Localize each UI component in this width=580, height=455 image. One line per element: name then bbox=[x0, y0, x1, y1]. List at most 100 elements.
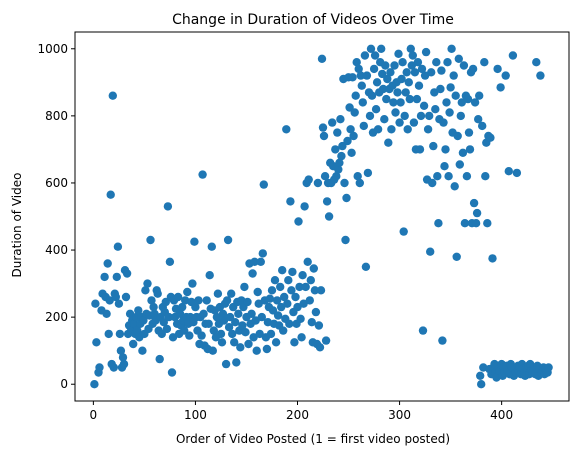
data-point bbox=[429, 141, 438, 151]
data-point bbox=[299, 299, 308, 308]
data-point bbox=[296, 314, 305, 323]
data-point bbox=[483, 219, 492, 228]
data-point bbox=[433, 172, 442, 181]
data-point bbox=[197, 331, 206, 340]
data-point bbox=[165, 257, 175, 266]
data-point bbox=[95, 363, 104, 372]
data-point bbox=[383, 74, 392, 84]
data-point bbox=[287, 286, 296, 295]
data-point bbox=[493, 64, 502, 74]
data-point bbox=[361, 262, 371, 271]
data-point bbox=[373, 125, 383, 134]
data-point bbox=[255, 329, 264, 339]
data-point bbox=[321, 336, 331, 345]
data-point bbox=[232, 358, 241, 367]
data-point bbox=[340, 178, 349, 188]
x-tick-label: 100 bbox=[184, 408, 207, 422]
data-point bbox=[447, 44, 456, 53]
data-point bbox=[504, 167, 513, 176]
data-point bbox=[198, 170, 207, 179]
data-point bbox=[133, 326, 142, 335]
data-point bbox=[427, 68, 436, 77]
data-point bbox=[138, 346, 147, 355]
data-point bbox=[259, 180, 268, 189]
data-point bbox=[365, 111, 375, 121]
data-point bbox=[446, 83, 455, 92]
y-tick-label: 600 bbox=[45, 176, 68, 190]
y-tick-label: 200 bbox=[45, 310, 68, 324]
data-point bbox=[316, 286, 326, 295]
data-point bbox=[359, 121, 368, 131]
data-point bbox=[399, 227, 408, 236]
data-point bbox=[111, 292, 121, 302]
data-point bbox=[363, 168, 373, 178]
data-point bbox=[257, 312, 266, 322]
y-tick-label: 400 bbox=[45, 243, 68, 257]
y-tick-label: 800 bbox=[45, 109, 68, 123]
x-axis: 0 100 200 300 400 bbox=[90, 401, 513, 422]
data-point bbox=[104, 329, 113, 339]
data-point bbox=[225, 312, 235, 322]
data-point bbox=[462, 172, 472, 181]
data-point bbox=[265, 294, 275, 303]
data-point bbox=[109, 363, 119, 372]
data-point bbox=[285, 319, 294, 328]
data-point bbox=[324, 212, 334, 221]
data-point bbox=[168, 333, 178, 342]
data-point bbox=[303, 257, 312, 266]
x-tick-label: 300 bbox=[388, 408, 411, 422]
data-point bbox=[315, 343, 325, 352]
data-point bbox=[175, 309, 185, 318]
data-point bbox=[481, 172, 490, 181]
data-point bbox=[286, 197, 295, 206]
data-point bbox=[371, 105, 381, 114]
x-tick-label: 0 bbox=[90, 408, 98, 422]
data-point bbox=[451, 91, 460, 100]
data-point bbox=[458, 148, 468, 157]
data-point bbox=[267, 286, 277, 295]
data-point bbox=[301, 282, 310, 292]
data-point bbox=[372, 78, 382, 87]
data-point bbox=[508, 51, 518, 60]
data-point bbox=[185, 331, 194, 340]
data-point bbox=[273, 311, 283, 320]
data-points bbox=[90, 44, 553, 389]
data-point bbox=[418, 326, 428, 335]
data-point bbox=[337, 151, 346, 161]
data-point bbox=[436, 84, 445, 94]
data-point bbox=[465, 145, 475, 154]
data-point bbox=[146, 235, 155, 245]
data-point bbox=[432, 58, 441, 67]
data-point bbox=[331, 145, 340, 154]
data-point bbox=[394, 49, 403, 58]
data-point bbox=[253, 287, 262, 297]
data-point bbox=[455, 160, 464, 169]
data-point bbox=[106, 190, 115, 199]
data-point bbox=[370, 51, 380, 60]
data-point bbox=[450, 182, 459, 191]
data-point bbox=[280, 292, 289, 302]
data-point bbox=[306, 276, 315, 285]
data-point bbox=[413, 58, 423, 67]
data-point bbox=[183, 287, 192, 297]
data-point bbox=[282, 125, 291, 134]
data-point bbox=[297, 333, 306, 342]
data-point bbox=[207, 242, 216, 251]
data-point bbox=[250, 257, 259, 266]
data-point bbox=[252, 346, 261, 355]
data-point bbox=[266, 329, 276, 339]
data-point bbox=[377, 44, 386, 53]
data-point bbox=[320, 172, 330, 181]
data-point bbox=[277, 302, 286, 312]
data-point bbox=[412, 94, 422, 104]
data-point bbox=[356, 71, 365, 80]
data-point bbox=[134, 306, 143, 315]
data-point bbox=[512, 168, 522, 178]
data-point bbox=[386, 68, 395, 77]
data-point bbox=[317, 54, 327, 63]
data-point bbox=[434, 219, 443, 228]
data-point bbox=[428, 178, 437, 188]
y-axis: 0 200 400 600 800 1000 bbox=[37, 42, 75, 391]
data-point bbox=[311, 307, 321, 317]
data-point bbox=[453, 131, 462, 141]
